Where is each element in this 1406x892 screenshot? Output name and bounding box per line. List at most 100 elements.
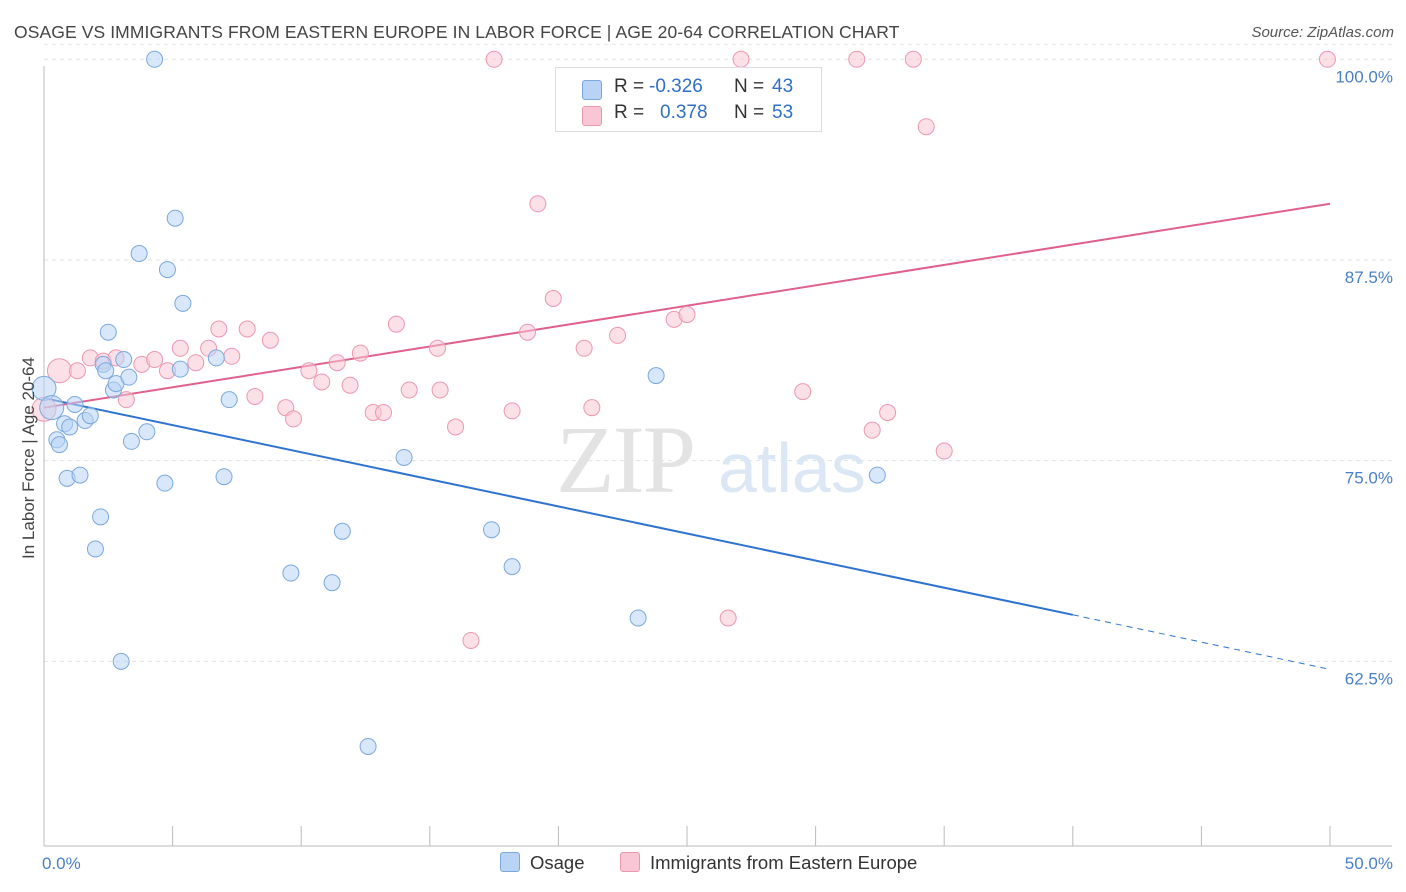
osage-point (50, 436, 68, 454)
watermark-atlas: atlas (718, 429, 866, 507)
immigrants-point (400, 381, 418, 399)
osage-point (39, 395, 65, 421)
r-label: R = (614, 76, 645, 97)
immigrants-point (117, 391, 135, 409)
immigrants-point (575, 339, 593, 357)
osage-point (333, 522, 351, 540)
immigrants-point (68, 362, 86, 380)
osage-point (282, 564, 300, 582)
y-tick-label: 75.0% (1345, 469, 1393, 488)
immigrants-point (544, 289, 562, 307)
immigrants-point (1318, 50, 1336, 68)
osage-point (130, 245, 148, 263)
osage-point (156, 474, 174, 492)
legend-item-osage: Osage (500, 852, 585, 874)
immigrants-point (519, 323, 537, 341)
immigrants-point (351, 344, 369, 362)
y-tick-labels: 100.0% 87.5% 75.0% 62.5% (1335, 67, 1393, 688)
immigrants-point (171, 339, 189, 357)
stats-legend: R = -0.326 N = 43 R = 0.378 N = 53 (555, 67, 822, 132)
osage-point (122, 432, 140, 450)
osage-point (120, 368, 138, 386)
osage-legend-swatch (500, 852, 520, 872)
osage-point (97, 362, 115, 380)
grid-lines (44, 43, 1392, 662)
immigrants-point (431, 381, 449, 399)
immigrants-point (447, 418, 465, 436)
osage-point (395, 448, 413, 466)
osage-trend-line (43, 397, 1074, 616)
n-value: 43 (772, 76, 794, 97)
osage-point (359, 737, 377, 755)
osage-point (115, 351, 133, 369)
immigrants-legend-swatch (620, 852, 640, 872)
immigrants-point (210, 320, 228, 338)
immigrants-point (904, 50, 922, 68)
immigrants-point (146, 351, 164, 369)
immigrants-point (187, 354, 205, 372)
x-tick-labels: 0.0% 50.0% (42, 854, 1393, 873)
immigrants-point (503, 402, 521, 420)
osage-point (158, 261, 176, 279)
immigrants-point (678, 306, 696, 324)
osage-point (138, 423, 156, 441)
axes (43, 66, 1392, 847)
osage-point (66, 395, 84, 413)
n-value: 53 (772, 102, 794, 123)
osage-point (868, 466, 886, 484)
immigrants-point (341, 376, 359, 394)
immigrants-legend-label: Immigrants from Eastern Europe (650, 852, 918, 873)
immigrants-point (300, 362, 318, 380)
immigrants-point (429, 339, 447, 357)
osage-point (174, 294, 192, 312)
immigrants-point (246, 387, 264, 405)
osage-point (503, 558, 521, 576)
immigrants-point (879, 403, 897, 421)
r-label: R = (614, 102, 645, 123)
immigrants-point (583, 399, 601, 417)
osage-point (323, 574, 341, 592)
data-points (31, 50, 1336, 755)
immigrants-swatch (582, 106, 602, 126)
osage-point (207, 349, 225, 367)
immigrants-point (529, 195, 547, 213)
osage-point (92, 508, 110, 526)
immigrants-point (609, 326, 627, 344)
immigrants-point (387, 315, 405, 333)
immigrants-point (261, 331, 279, 349)
osage-point (71, 466, 89, 484)
osage-point (61, 418, 79, 436)
osage-legend-label: Osage (530, 852, 585, 873)
immigrants-point (375, 403, 393, 421)
osage-point (81, 407, 99, 425)
osage-point (166, 209, 184, 227)
legend-item-immigrants: Immigrants from Eastern Europe (620, 852, 917, 874)
immigrants-point (917, 118, 935, 136)
watermark-zip: ZIP (556, 406, 694, 513)
immigrants-point (732, 50, 750, 68)
immigrants-point (935, 442, 953, 460)
y-tick-label: 100.0% (1335, 67, 1393, 86)
immigrants-point (223, 347, 241, 365)
osage-point (112, 652, 130, 670)
osage-point (86, 540, 104, 558)
y-axis-label: In Labor Force | Age 20-64 (19, 357, 38, 559)
osage-point (629, 609, 647, 627)
r-value: -0.326 (649, 76, 703, 97)
source-label: Source: ZipAtlas.com (1251, 24, 1394, 41)
osage-point (483, 521, 501, 539)
osage-point (647, 367, 665, 385)
osage-point (171, 360, 189, 378)
immigrants-point (848, 50, 866, 68)
immigrants-point (719, 609, 737, 627)
immigrants-point (328, 354, 346, 372)
immigrants-point (485, 50, 503, 68)
x-tick-label: 0.0% (42, 854, 81, 873)
immigrants-point (284, 410, 302, 428)
n-label: N = (734, 102, 765, 123)
chart-title: OSAGE VS IMMIGRANTS FROM EASTERN EUROPE … (14, 22, 900, 42)
immigrants-trend-line (43, 202, 1331, 409)
immigrants-point (313, 373, 331, 391)
n-label: N = (734, 76, 765, 97)
